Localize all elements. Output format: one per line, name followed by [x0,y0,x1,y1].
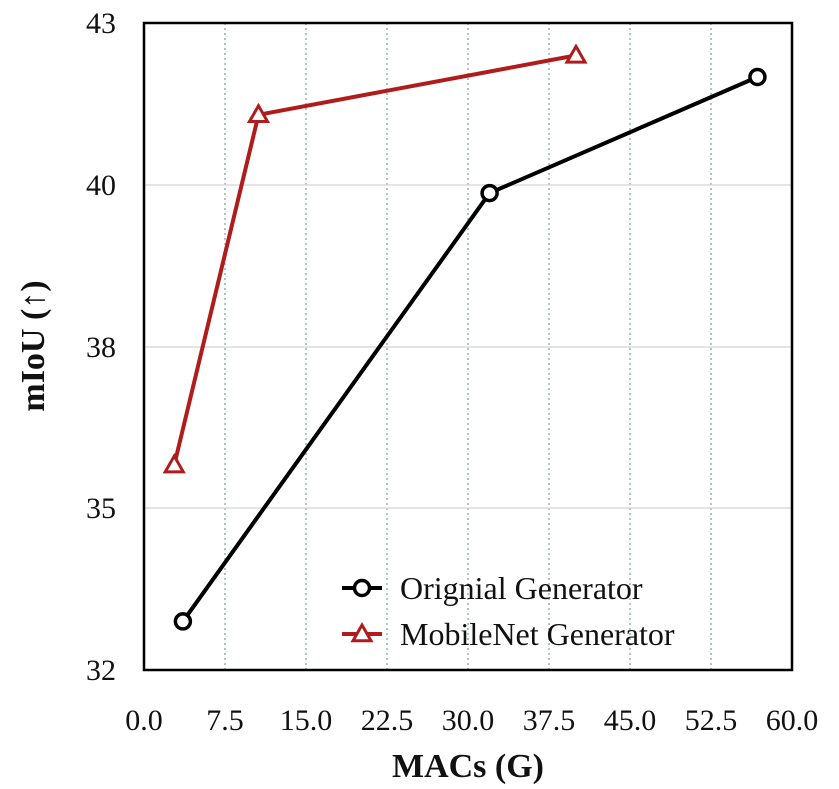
x-tick-label: 60.0 [766,704,819,737]
y-axis-ticks: 32 35 38 40 43 [86,7,116,687]
data-point [162,453,186,474]
series-mobilenet-generator [162,43,588,474]
x-axis-ticks: 0.0 7.5 15.0 22.5 30.0 37.5 45.0 52.5 60.0 [125,704,818,737]
legend-triangle-marker [350,621,374,643]
y-tick-label: 32 [86,654,116,687]
y-axis-title: mIoU (↑) [15,280,52,411]
series-layer [162,43,767,631]
plot-frame [142,21,794,672]
x-tick-label: 52.5 [685,704,738,737]
legend-item: Orignial Generator [342,570,643,606]
legend-label: MobileNet Generator [400,616,675,652]
data-point [748,67,767,87]
y-tick-label: 38 [86,331,116,364]
x-axis-title: MACs (G) [392,748,544,785]
legend-item: MobileNet Generator [342,616,675,652]
y-tick-label: 35 [86,492,116,525]
x-tick-label: 22.5 [361,704,414,737]
x-tick-label: 7.5 [206,704,244,737]
x-tick-label: 15.0 [280,704,333,737]
x-tick-label: 0.0 [125,704,163,737]
y-tick-label: 40 [86,169,116,202]
x-tick-label: 45.0 [604,704,657,737]
series-original-generator [173,67,767,631]
legend: Orignial Generator MobileNet Generator [342,570,675,652]
x-tick-label: 30.0 [442,704,495,737]
y-tick-label: 43 [86,7,116,40]
data-point [246,102,271,124]
data-point [173,612,193,631]
grid [144,23,792,670]
data-point [564,43,588,64]
x-tick-label: 37.5 [523,704,576,737]
data-point [480,183,499,203]
legend-label: Orignial Generator [400,570,643,606]
legend-circle-marker [352,578,372,598]
